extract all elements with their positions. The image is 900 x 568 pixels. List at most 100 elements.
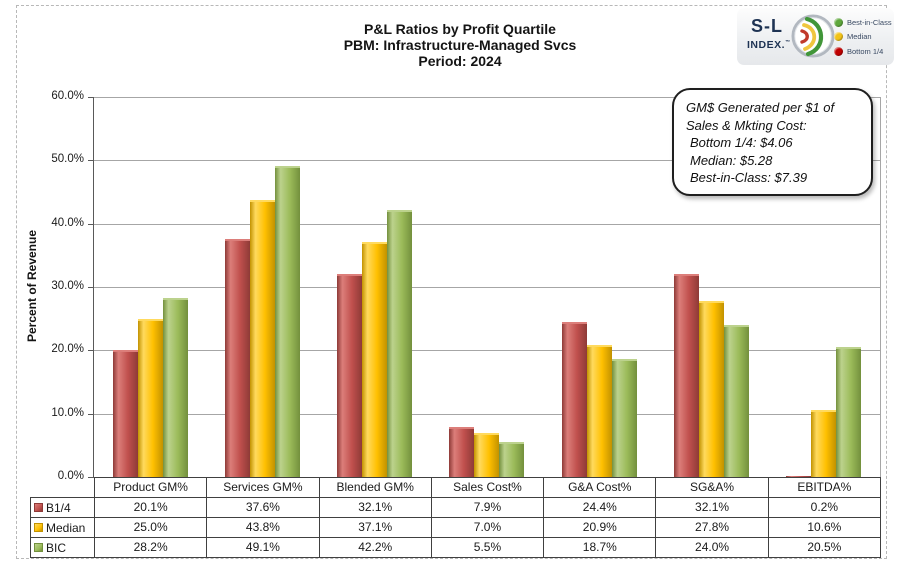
table-header-blended-gm: Blended GM% — [319, 478, 432, 498]
bar-group-g-a-cost — [543, 97, 655, 477]
annotation-line3: Bottom 1/4: $4.06 — [690, 135, 793, 151]
bar-group-sales-cost — [431, 97, 543, 477]
legend-dot-icon-best-in-class — [834, 17, 843, 27]
chart-title-line2: PBM: Infrastructure-Managed Svcs — [343, 37, 577, 53]
table-cell-b1-4-ebitda: 0.2% — [768, 498, 881, 518]
table-cell-bic-g-a-cost: 18.7% — [544, 538, 657, 558]
plot-area — [94, 97, 881, 477]
table-cell-b1-4-g-a-cost: 24.4% — [544, 498, 657, 518]
table-cell-bic-blended-gm: 42.2% — [319, 538, 432, 558]
bar-group-sg-a — [655, 97, 767, 477]
bar-median-sales-cost — [474, 432, 500, 477]
y-tick-mark — [88, 223, 94, 225]
table-row-header-label: Median — [46, 520, 86, 535]
table-cell-median-services-gm: 43.8% — [207, 518, 320, 538]
bar-median-product-gm — [137, 318, 163, 477]
legend-label: Bottom 1/4 — [847, 46, 884, 56]
bar-group-blended-gm — [319, 97, 431, 477]
chart-title-line3: Period: 2024 — [418, 53, 502, 69]
table-cell-median-sg-a: 27.8% — [656, 518, 769, 538]
bar-bic-ebitda — [836, 347, 862, 477]
bar-b1-4-product-gm — [112, 349, 138, 477]
legend-dot-icon-median — [834, 32, 843, 42]
table-cell-median-product-gm: 25.0% — [95, 518, 208, 538]
y-tick-mark — [88, 477, 94, 478]
bar-bic-sg-a — [724, 325, 750, 477]
y-tick-mark — [88, 413, 94, 415]
gridline-60 — [94, 97, 880, 98]
table-row-header-label: B1/4 — [46, 500, 71, 515]
gridline-30 — [94, 287, 880, 288]
legend-dot-icon-bottom-1-4 — [834, 46, 843, 56]
y-tick-label: 0.0% — [57, 470, 84, 482]
y-tick-label: 10.0% — [51, 406, 84, 419]
table-cell-bic-sales-cost: 5.5% — [431, 538, 545, 558]
table-cell-b1-4-product-gm: 20.1% — [95, 498, 208, 518]
annotation-line4: Median: $5.28 — [690, 152, 773, 168]
gridline-10 — [94, 413, 880, 415]
bar-b1-4-blended-gm — [337, 273, 363, 477]
table-cell-median-sales-cost: 7.0% — [431, 518, 545, 538]
bar-bic-g-a-cost — [611, 358, 637, 477]
legend-item-median: Median — [834, 30, 892, 45]
gridline-50 — [94, 160, 880, 162]
table-cell-bic-ebitda: 20.5% — [768, 538, 881, 558]
bar-median-g-a-cost — [586, 344, 612, 477]
annotation-line1: GM$ Generated per $1 of — [686, 100, 835, 115]
annotation-line5: Best-in-Class: $7.39 — [690, 170, 808, 186]
y-tick-label: 30.0% — [51, 280, 84, 292]
y-tick-mark — [88, 97, 94, 98]
y-tick-label: 40.0% — [51, 216, 84, 229]
table-cell-median-ebitda: 10.6% — [768, 518, 881, 538]
table-header-sg-a: SG&A% — [656, 478, 769, 498]
sl-index-brand-text: S-L — [751, 16, 783, 36]
y-tick-label: 60.0% — [51, 90, 84, 102]
bar-b1-4-sales-cost — [449, 426, 475, 477]
table-header-services-gm: Services GM% — [207, 478, 320, 498]
table-cell-median-blended-gm: 37.1% — [319, 518, 432, 538]
bar-group-ebitda — [768, 97, 880, 477]
trademark-symbol: ™ — [785, 39, 791, 46]
bar-bic-product-gm — [162, 298, 188, 477]
annotation-callout: GM$ Generated per $1 of Sales & Mkting C… — [672, 88, 873, 196]
y-tick-label: 20.0% — [51, 343, 84, 356]
table-cell-bic-services-gm: 49.1% — [207, 538, 320, 558]
table-cell-b1-4-blended-gm: 32.1% — [319, 498, 432, 518]
gridline-40 — [94, 223, 880, 225]
table-row-header-median: Median — [31, 518, 94, 538]
table-row-header-b1-4: B1/4 — [31, 498, 94, 518]
table-header-product-gm: Product GM% — [95, 478, 208, 498]
bar-bic-sales-cost — [499, 442, 525, 477]
chart-legend: Best-in-Class Median Bottom 1/4 — [834, 15, 892, 59]
table-cell-bic-product-gm: 28.2% — [95, 538, 208, 558]
series-marker-icon-b1-4 — [34, 503, 43, 512]
table-cell-median-g-a-cost: 20.9% — [544, 518, 657, 538]
y-axis-title: Percent of Revenue — [25, 229, 39, 343]
gridline-20 — [94, 350, 880, 352]
sl-index-logo-panel: S-L INDEX.™ Best-in-Class Median Bottom 1/… — [737, 8, 894, 65]
sl-index-swirl-icon — [791, 14, 835, 58]
bar-median-services-gm — [249, 199, 275, 477]
sl-index-sub-text: INDEX.™ — [747, 39, 791, 51]
table-row-header-bic: BIC — [31, 538, 94, 558]
bar-b1-4-services-gm — [224, 238, 250, 477]
legend-label: Median — [847, 32, 872, 42]
table-row-header-label: BIC — [46, 540, 67, 555]
y-tick-label: 50.0% — [51, 153, 84, 166]
bar-median-sg-a — [699, 300, 725, 477]
legend-item-bottom-1-4: Bottom 1/4 — [834, 44, 892, 59]
series-marker-icon-bic — [34, 543, 43, 552]
y-tick-mark — [88, 160, 94, 162]
table-header-sales-cost: Sales Cost% — [431, 478, 545, 498]
bar-b1-4-g-a-cost — [561, 322, 587, 477]
table-cell-b1-4-services-gm: 37.6% — [207, 498, 320, 518]
legend-item-best-in-class: Best-in-Class — [834, 15, 892, 30]
chart-title: P&L Ratios by Profit Quartile PBM: Infra… — [160, 21, 760, 69]
bar-b1-4-ebitda — [786, 475, 812, 477]
table-cell-bic-sg-a: 24.0% — [656, 538, 769, 558]
table-cell-b1-4-sales-cost: 7.9% — [431, 498, 545, 518]
bar-bic-services-gm — [274, 166, 300, 477]
y-tick-mark — [88, 287, 94, 288]
legend-label: Best-in-Class — [847, 17, 892, 27]
data-table-row-headers: B1/4 Median BIC — [30, 497, 94, 558]
